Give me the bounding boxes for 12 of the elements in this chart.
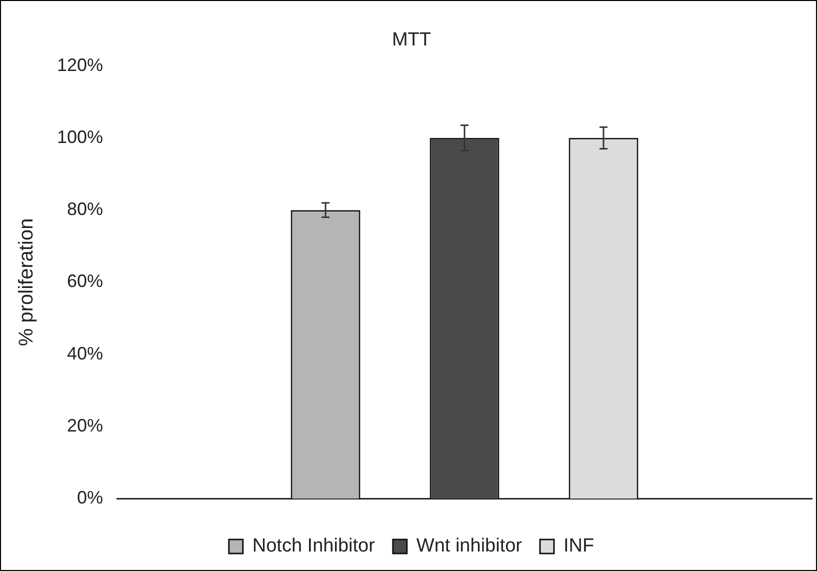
- y-tick-label: 20%: [67, 415, 104, 436]
- legend-label: Wnt inhibitor: [416, 536, 523, 557]
- y-tick-label: 100%: [56, 126, 104, 147]
- legend-label: Notch Inhibitor: [252, 536, 376, 557]
- chart-title: MTT: [392, 30, 432, 51]
- y-tick-label: 60%: [67, 271, 104, 292]
- y-tick-label: 0%: [77, 488, 104, 508]
- y-tick-label: 80%: [67, 199, 104, 220]
- y-tick-label: 40%: [67, 343, 104, 364]
- y-axis-title: % proliferation: [16, 218, 38, 346]
- legend-label: INF: [564, 536, 594, 557]
- y-tick-label: 120%: [56, 54, 104, 75]
